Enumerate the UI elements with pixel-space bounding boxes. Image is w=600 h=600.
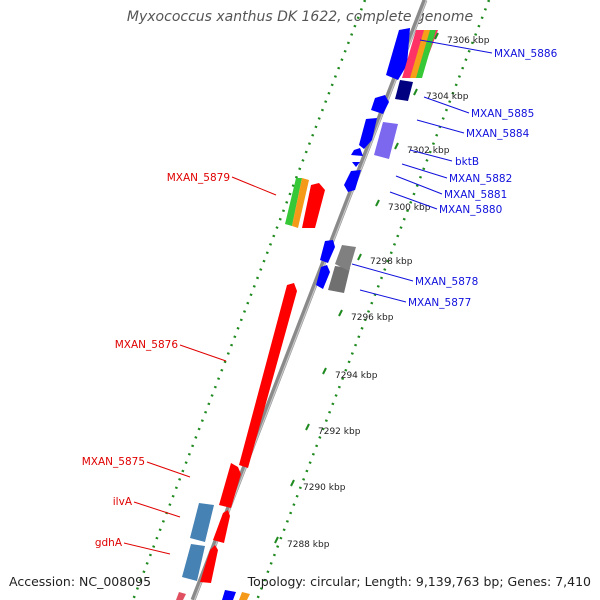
gene-label-leader xyxy=(423,96,470,114)
gene-mxan-5884[interactable] xyxy=(359,118,377,149)
gene-ilva[interactable] xyxy=(213,510,230,543)
gene-label-leader xyxy=(231,176,277,196)
gene-label-reverse: bktB xyxy=(455,156,479,168)
gene-mxan-5882[interactable] xyxy=(351,148,363,156)
gene-label-leader xyxy=(123,542,171,555)
kbp-tick-label: 7306 kbp xyxy=(447,36,490,46)
gene-label-forward: MXAN_5876 xyxy=(115,339,179,351)
gene-label-reverse: MXAN_5885 xyxy=(471,108,534,120)
kbp-tick-mark xyxy=(290,479,295,487)
gene-mxan-5880[interactable] xyxy=(344,170,361,192)
kbp-tick-label: 7292 kbp xyxy=(318,427,361,437)
gene-label-leader xyxy=(409,149,453,162)
gene-label-reverse: MXAN_5886 xyxy=(494,48,558,60)
map-title: Myxococcus xanthus DK 1622, complete gen… xyxy=(126,9,474,25)
accession-text: Accession: NC_008095 xyxy=(9,574,152,589)
outer-dotted-track-left xyxy=(131,0,367,600)
kbp-tick-label: 7298 kbp xyxy=(370,257,413,267)
gene-label-forward: gdhA xyxy=(95,537,123,549)
kbp-tick-label: 7288 kbp xyxy=(287,540,330,550)
gene-label-forward: MXAN_5879 xyxy=(167,172,230,184)
kbp-tick-mark xyxy=(413,88,418,96)
gene-label-leader xyxy=(351,263,414,282)
kbp-tick-mark xyxy=(357,253,362,261)
gene-mxan-5879-green[interactable] xyxy=(285,178,302,226)
gene-label-leader xyxy=(359,289,407,303)
kbp-tick-label: 7300 kbp xyxy=(388,203,431,213)
gene-mxan-5878-top xyxy=(320,240,335,263)
gene-mxan-5879-orange[interactable] xyxy=(292,178,309,228)
gene-mxan-5875[interactable] xyxy=(219,463,241,508)
kbp-tick-mark xyxy=(305,423,310,431)
gene-mxan-5879-red[interactable] xyxy=(302,183,325,228)
gene-label-reverse: MXAN_5882 xyxy=(449,173,512,185)
gene-mxan-5878[interactable] xyxy=(316,265,330,289)
gene-label-forward: MXAN_5875 xyxy=(82,456,145,468)
kbp-tick-mark xyxy=(338,309,343,317)
gene-label-leader xyxy=(395,175,443,195)
feature-ilva-block xyxy=(190,503,214,542)
kbp-tick-mark xyxy=(394,142,399,150)
feature-bottom-multi xyxy=(176,592,186,600)
genome-backbone xyxy=(190,0,428,600)
gene-label-reverse: MXAN_5877 xyxy=(408,297,471,309)
gene-label-reverse: MXAN_5880 xyxy=(439,204,502,216)
gene-label-leader xyxy=(419,39,493,54)
gene-label-reverse: MXAN_5878 xyxy=(415,276,478,288)
gene-mxan-5885-dark xyxy=(395,80,413,101)
kbp-tick-label: 7296 kbp xyxy=(351,313,394,323)
gene-mxan-5881[interactable] xyxy=(352,162,360,167)
kbp-tick-mark xyxy=(274,536,279,544)
kbp-tick-mark xyxy=(375,199,380,207)
gene-label-leader xyxy=(179,344,227,362)
feature-bottom-orange xyxy=(239,592,250,600)
genome-backbone-highlight xyxy=(193,0,428,600)
gene-label-leader xyxy=(389,191,438,210)
kbp-tick-label: 7294 kbp xyxy=(335,371,378,381)
feature-gdha-block xyxy=(182,544,205,581)
gene-mxan-5885[interactable] xyxy=(371,95,389,114)
kbp-tick-mark xyxy=(322,367,327,375)
gene-mxan-5877[interactable] xyxy=(328,266,350,293)
gene-label-reverse: MXAN_5884 xyxy=(466,128,530,140)
gene-mxan-5877-top xyxy=(335,245,356,271)
gene-label-leader xyxy=(416,119,465,134)
gene-gdha[interactable] xyxy=(200,545,218,583)
gene-mxan-5876[interactable] xyxy=(239,283,297,468)
genome-stats-text: Topology: circular; Length: 9,139,763 bp… xyxy=(247,574,591,589)
kbp-tick-mark xyxy=(434,32,439,40)
gene-label-reverse: MXAN_5881 xyxy=(444,189,507,201)
feature-bottom-blue xyxy=(222,590,236,600)
gene-label-leader xyxy=(146,461,191,478)
kbp-tick-label: 7302 kbp xyxy=(407,146,450,156)
gene-label-leader xyxy=(133,501,181,518)
gene-bktb[interactable] xyxy=(374,122,398,159)
kbp-tick-label: 7290 kbp xyxy=(303,483,346,493)
kbp-tick-label: 7304 kbp xyxy=(426,92,469,102)
gene-label-leader xyxy=(401,163,448,179)
gene-mxan-5886[interactable] xyxy=(386,28,410,80)
gene-label-forward: ilvA xyxy=(113,496,133,508)
